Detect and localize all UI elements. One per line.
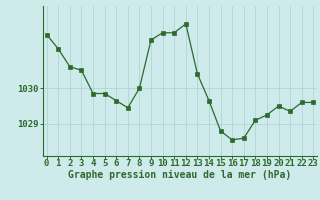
X-axis label: Graphe pression niveau de la mer (hPa): Graphe pression niveau de la mer (hPa) (68, 170, 292, 180)
